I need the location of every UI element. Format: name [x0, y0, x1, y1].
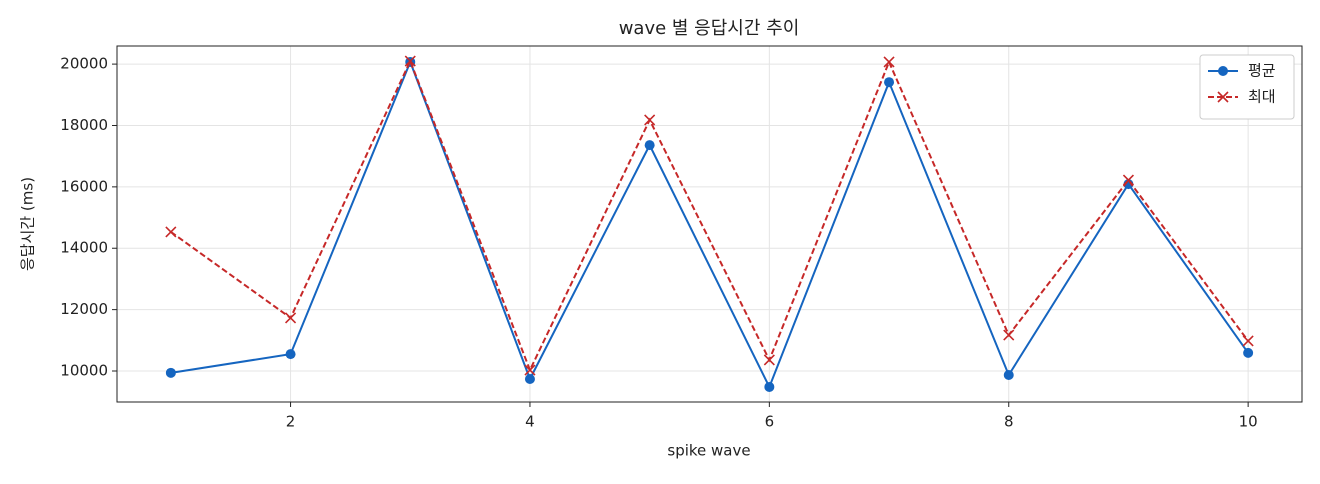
marker	[1243, 347, 1254, 358]
plot-frame	[116, 45, 1303, 403]
marker	[764, 381, 775, 392]
marker	[763, 354, 775, 366]
marker	[165, 367, 176, 378]
marker	[165, 226, 177, 238]
marker	[1122, 174, 1135, 186]
x-tick-label: 8	[1004, 413, 1014, 431]
marker	[1003, 329, 1015, 341]
marker	[1217, 91, 1229, 103]
series-line	[170, 58, 1249, 373]
y-tick-label: 16000	[60, 177, 108, 195]
x-tick-label: 10	[1239, 413, 1258, 431]
marker	[524, 364, 536, 376]
marker	[285, 349, 296, 360]
marker	[1003, 369, 1014, 380]
chart-title: wave 별 응답시간 추이	[619, 18, 800, 39]
y-tick-label: 10000	[60, 362, 108, 380]
marker	[644, 114, 656, 126]
legend-label: 최대	[1248, 88, 1276, 106]
y-tick-label: 12000	[60, 300, 108, 318]
y-tick-label: 14000	[60, 239, 108, 257]
legend-box	[1199, 54, 1295, 120]
x-tick-label: 4	[525, 413, 535, 431]
marker	[1218, 66, 1228, 76]
series-line	[170, 59, 1249, 390]
y-tick-label: 20000	[60, 55, 108, 73]
marker	[644, 140, 655, 151]
marker	[524, 373, 535, 384]
marker	[884, 77, 895, 88]
legend-label: 평균	[1248, 62, 1276, 80]
x-tick-label: 2	[286, 413, 296, 431]
marker	[883, 56, 895, 68]
y-axis-label: 응답시간 (ms)	[19, 177, 37, 271]
x-axis-label: spike wave	[667, 442, 750, 460]
marker	[284, 312, 297, 324]
x-tick-label: 6	[765, 413, 775, 431]
marker	[404, 55, 416, 67]
marker	[1242, 335, 1254, 347]
y-tick-label: 18000	[60, 116, 108, 134]
